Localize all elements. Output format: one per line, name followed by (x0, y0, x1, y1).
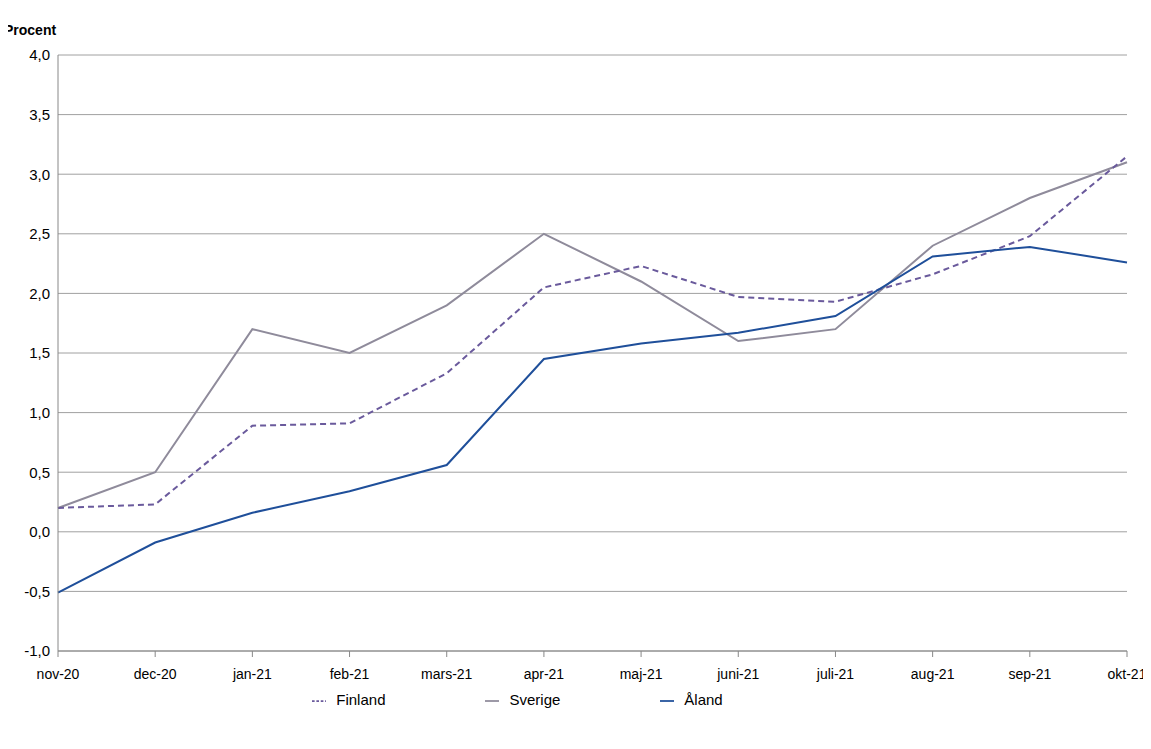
svg-text:1,5: 1,5 (29, 344, 50, 361)
svg-text:0,0: 0,0 (29, 523, 50, 540)
html-text:Procent: Procent (4, 22, 57, 38)
svg-text:apr-21: apr-21 (524, 666, 565, 682)
svg-text:4,0: 4,0 (29, 46, 50, 63)
html-text:Sverige: Sverige (509, 691, 561, 708)
svg-text:-0,5: -0,5 (24, 583, 50, 600)
svg-text:sep-21: sep-21 (1008, 666, 1051, 682)
svg-text:aug-21: aug-21 (911, 666, 955, 682)
svg-text:3,5: 3,5 (29, 106, 50, 123)
svg-text:0,5: 0,5 (29, 464, 50, 481)
svg-text:feb-21: feb-21 (330, 666, 370, 682)
html-text:Åland: Åland (684, 691, 723, 708)
svg-text:nov-20: nov-20 (37, 666, 80, 682)
svg-text:maj-21: maj-21 (620, 666, 663, 682)
svg-text:juni-21: juni-21 (716, 666, 759, 682)
svg-text:-1,0: -1,0 (24, 642, 50, 659)
svg-text:2,0: 2,0 (29, 285, 50, 302)
svg-text:okt-21: okt-21 (1108, 666, 1143, 682)
svg-text:mars-21: mars-21 (421, 666, 473, 682)
svg-text:3,0: 3,0 (29, 166, 50, 183)
svg-text:dec-20: dec-20 (134, 666, 177, 682)
html-text:Finland: Finland (336, 691, 386, 708)
svg-text:juli-21: juli-21 (816, 666, 855, 682)
svg-text:2,5: 2,5 (29, 225, 50, 242)
svg-text:jan-21: jan-21 (232, 666, 272, 682)
svg-text:1,0: 1,0 (29, 404, 50, 421)
